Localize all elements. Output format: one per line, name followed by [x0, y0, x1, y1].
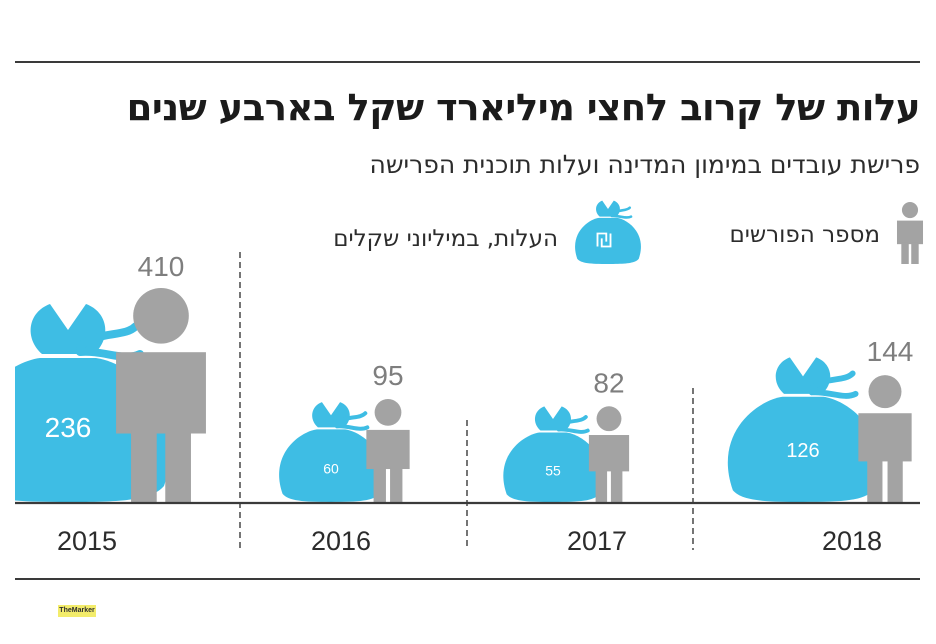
publisher-logo: TheMarker [58, 605, 96, 617]
people-figure-2015 [116, 288, 206, 502]
legend-shekel-icon [596, 232, 612, 248]
bottom-rule [15, 578, 920, 580]
cost-value-label: 60 [323, 461, 339, 477]
chart-title: עלות של קרוב לחצי מיליארד שקל בארבע שנים [126, 86, 921, 129]
cost-bag-2017 [503, 406, 603, 502]
legend-person-icon [896, 202, 924, 264]
people-value-label: 144 [867, 336, 914, 367]
cost-bag-2018 [727, 357, 879, 502]
people-value-label: 82 [593, 367, 624, 398]
year-label: 2015 [57, 526, 117, 556]
people-value-label: 95 [372, 360, 403, 391]
top-rule [15, 61, 920, 63]
year-label: 2016 [311, 526, 371, 556]
legend-cost-label: העלות, במיליוני שקלים [333, 226, 558, 252]
people-value-label: 410 [138, 251, 185, 282]
cost-value-label: 126 [786, 440, 819, 462]
people-figure-2016 [366, 398, 410, 502]
year-label: 2017 [567, 526, 627, 556]
chart-subtitle: פרישת עובדים במימון המדינה ועלות תוכנית … [369, 150, 920, 179]
cost-value-label: 236 [45, 412, 92, 443]
legend-money-bag-icon [575, 200, 641, 264]
people-figure-2018 [858, 375, 912, 502]
year-label: 2018 [822, 526, 882, 556]
people-figure-2017 [588, 406, 630, 502]
legend-people-label: מספר הפורשים [729, 222, 880, 248]
cost-bag-2016 [279, 402, 383, 502]
cost-value-label: 55 [545, 462, 561, 478]
